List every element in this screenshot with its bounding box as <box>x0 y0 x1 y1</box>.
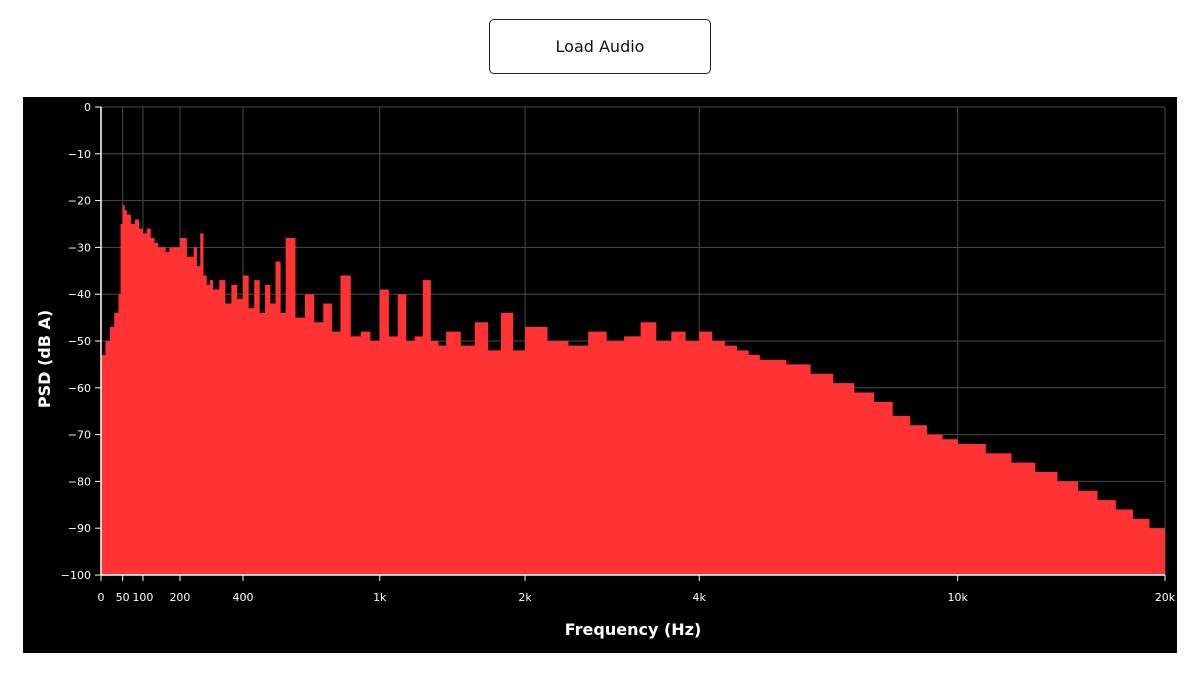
y-tick-label: −100 <box>61 569 91 582</box>
x-tick-labels: 0 50 100 200 400 1k 2k 4k 10k 20k <box>98 591 1176 604</box>
x-tick-label: 50 <box>116 591 130 604</box>
y-tick-label: −80 <box>68 475 91 488</box>
y-tick-label: −30 <box>68 241 91 254</box>
y-tick-label: −10 <box>68 148 91 161</box>
psd-chart: 0 50 100 200 400 1k 2k 4k 10k 20k 0 −10 −20 −30 −40 −5… <box>23 97 1177 653</box>
y-tick-label: −90 <box>68 522 91 535</box>
x-tick-label: 10k <box>948 591 969 604</box>
x-tick-label: 1k <box>373 591 387 604</box>
y-tick-label: −70 <box>68 429 91 442</box>
psd-area <box>101 205 1165 575</box>
psd-chart-svg: 0 50 100 200 400 1k 2k 4k 10k 20k 0 −10 −20 −30 −40 −5… <box>35 101 1176 639</box>
y-tick-label: −20 <box>68 195 91 208</box>
load-audio-button[interactable]: Load Audio <box>489 19 711 74</box>
x-tick-label: 4k <box>693 591 707 604</box>
x-tick-label: 200 <box>169 591 190 604</box>
x-axis-title: Frequency (Hz) <box>565 620 702 639</box>
y-tick-label: −60 <box>68 382 91 395</box>
x-tick-label: 400 <box>232 591 253 604</box>
y-tick-label: −40 <box>68 288 91 301</box>
axes <box>95 106 1166 581</box>
y-tick-label: 0 <box>84 101 91 114</box>
y-tick-label: −50 <box>68 335 91 348</box>
x-tick-label: 100 <box>132 591 153 604</box>
y-tick-labels: 0 −10 −20 −30 −40 −50 −60 −70 −80 −90 −100 <box>61 101 91 582</box>
x-tick-label: 20k <box>1155 591 1176 604</box>
x-tick-label: 2k <box>518 591 532 604</box>
x-tick-label: 0 <box>98 591 105 604</box>
y-axis-title: PSD (dB A) <box>35 310 54 408</box>
